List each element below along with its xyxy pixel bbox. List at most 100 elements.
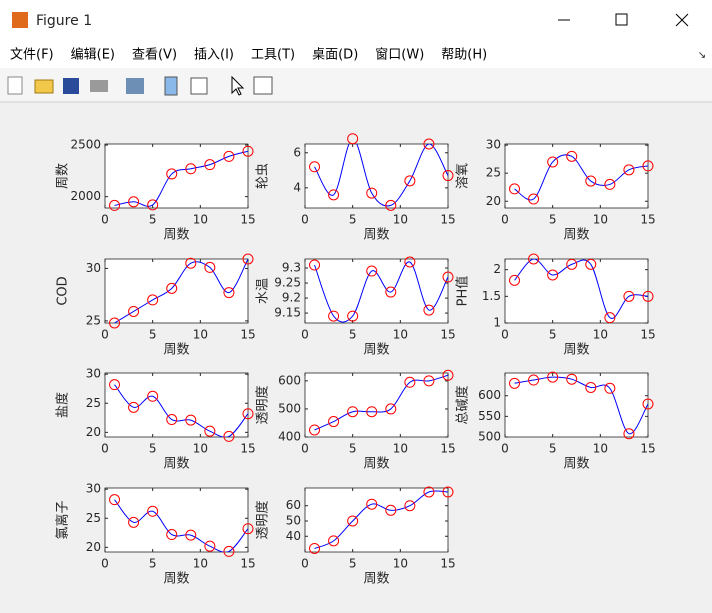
x-tick-label: 15: [640, 442, 655, 456]
data-marker: [109, 494, 121, 506]
y-tick-label: 25: [86, 313, 101, 327]
x-tick-label: 15: [440, 328, 455, 342]
x-tick-label: 10: [593, 328, 608, 342]
axes-background: [304, 487, 449, 553]
x-tick-label: 0: [501, 213, 509, 227]
x-tick-label: 15: [240, 442, 255, 456]
data-marker: [347, 515, 359, 527]
data-line: [314, 374, 448, 431]
x-tick-label: 10: [593, 213, 608, 227]
save-icon[interactable]: [63, 78, 79, 94]
data-marker: [528, 374, 540, 386]
x-tick-label: 5: [549, 328, 557, 342]
data-line: [114, 384, 248, 437]
data-line: [314, 261, 448, 323]
data-marker: [385, 504, 397, 516]
data-marker: [642, 160, 654, 172]
data-marker: [385, 199, 397, 211]
colorbar-icon[interactable]: [164, 76, 178, 96]
y-tick-label: 30: [86, 482, 101, 496]
data-marker: [166, 414, 178, 426]
x-tick-label: 15: [240, 213, 255, 227]
x-tick-label: 15: [440, 557, 455, 571]
y-tick-label: 20: [86, 540, 101, 554]
x-tick-label: 10: [193, 557, 208, 571]
menu-item[interactable]: 窗口(W): [375, 47, 424, 63]
axes-background: [104, 487, 249, 553]
close-button[interactable]: [675, 13, 689, 27]
menu-item[interactable]: 工具(T): [251, 48, 295, 63]
data-marker: [166, 168, 178, 180]
y-tick-label: 30: [86, 261, 101, 275]
pointer-icon[interactable]: [231, 75, 245, 96]
data-marker: [528, 193, 540, 205]
menu-item[interactable]: 帮助(H): [441, 48, 487, 63]
data-marker: [185, 257, 197, 269]
data-marker: [242, 408, 254, 420]
menu-item[interactable]: 文件(F): [10, 48, 54, 63]
x-tick-label: 5: [549, 442, 557, 456]
open-icon[interactable]: [34, 79, 54, 94]
menu-item[interactable]: 编辑(E): [71, 48, 115, 63]
data-marker: [328, 416, 340, 428]
data-marker: [328, 535, 340, 547]
property-icon[interactable]: [253, 76, 273, 95]
y-tick-label: 550: [478, 409, 501, 423]
axes: 0 5 10 15 9.159.29.259.3 周数 水温: [256, 256, 456, 358]
print-icon[interactable]: [90, 80, 108, 92]
menu-arrow[interactable]: ↘: [698, 50, 706, 61]
menu-item[interactable]: 查看(V): [132, 47, 177, 63]
link-icon[interactable]: [126, 78, 144, 94]
x-tick-label: 0: [301, 442, 309, 456]
axes: 0 5 10 15 400 500 600 周数 透明度: [255, 369, 456, 472]
data-marker: [128, 401, 140, 413]
data-marker: [423, 375, 435, 387]
data-marker: [528, 253, 540, 265]
x-tick-label: 15: [240, 557, 255, 571]
x-tick-label: 0: [101, 557, 109, 571]
legend-icon[interactable]: [190, 77, 208, 95]
y-tick-label: 9.15: [274, 306, 301, 320]
data-marker: [223, 545, 235, 557]
data-marker: [204, 159, 216, 171]
data-marker: [204, 425, 216, 437]
data-marker: [509, 183, 521, 195]
data-line: [514, 154, 648, 201]
y-tick-label: 9.2: [282, 291, 301, 305]
x-tick-label: 15: [640, 328, 655, 342]
x-tick-label: 5: [349, 557, 357, 571]
data-line: [114, 259, 248, 323]
x-tick-label: 5: [149, 328, 157, 342]
data-marker: [147, 199, 159, 211]
data-marker: [204, 540, 216, 552]
data-line: [514, 259, 648, 319]
x-tick-label: 0: [301, 557, 309, 571]
menu-bar: [0, 40, 712, 68]
data-marker: [604, 178, 616, 190]
y-tick-label: 25: [86, 396, 101, 410]
x-tick-label: 5: [149, 213, 157, 227]
x-tick-label: 5: [149, 557, 157, 571]
y-tick-label: 400: [278, 430, 301, 444]
data-marker: [166, 529, 178, 541]
menu-item[interactable]: 桌面(D): [312, 48, 358, 63]
axes: 0 5 10 15 25 30 周数 COD: [56, 253, 256, 358]
data-marker: [442, 271, 454, 283]
y-tick-label: 9.3: [282, 261, 301, 275]
x-tick-label: 10: [393, 328, 408, 342]
data-marker: [547, 269, 559, 281]
y-tick-label: 600: [278, 373, 301, 387]
data-line: [514, 376, 648, 435]
menu-item[interactable]: 插入(I): [194, 48, 234, 63]
x-tick-label: 15: [440, 213, 455, 227]
y-tick-label: 30: [486, 138, 501, 152]
y-axis-label: 总碱度: [455, 385, 471, 424]
y-axis-label: PH值: [455, 276, 471, 307]
maximize-button[interactable]: [615, 13, 628, 26]
new-icon[interactable]: [7, 76, 23, 95]
data-marker: [585, 381, 597, 393]
y-axis-label: COD: [56, 276, 71, 305]
data-marker: [128, 305, 140, 317]
y-tick-label: 6: [293, 145, 301, 159]
